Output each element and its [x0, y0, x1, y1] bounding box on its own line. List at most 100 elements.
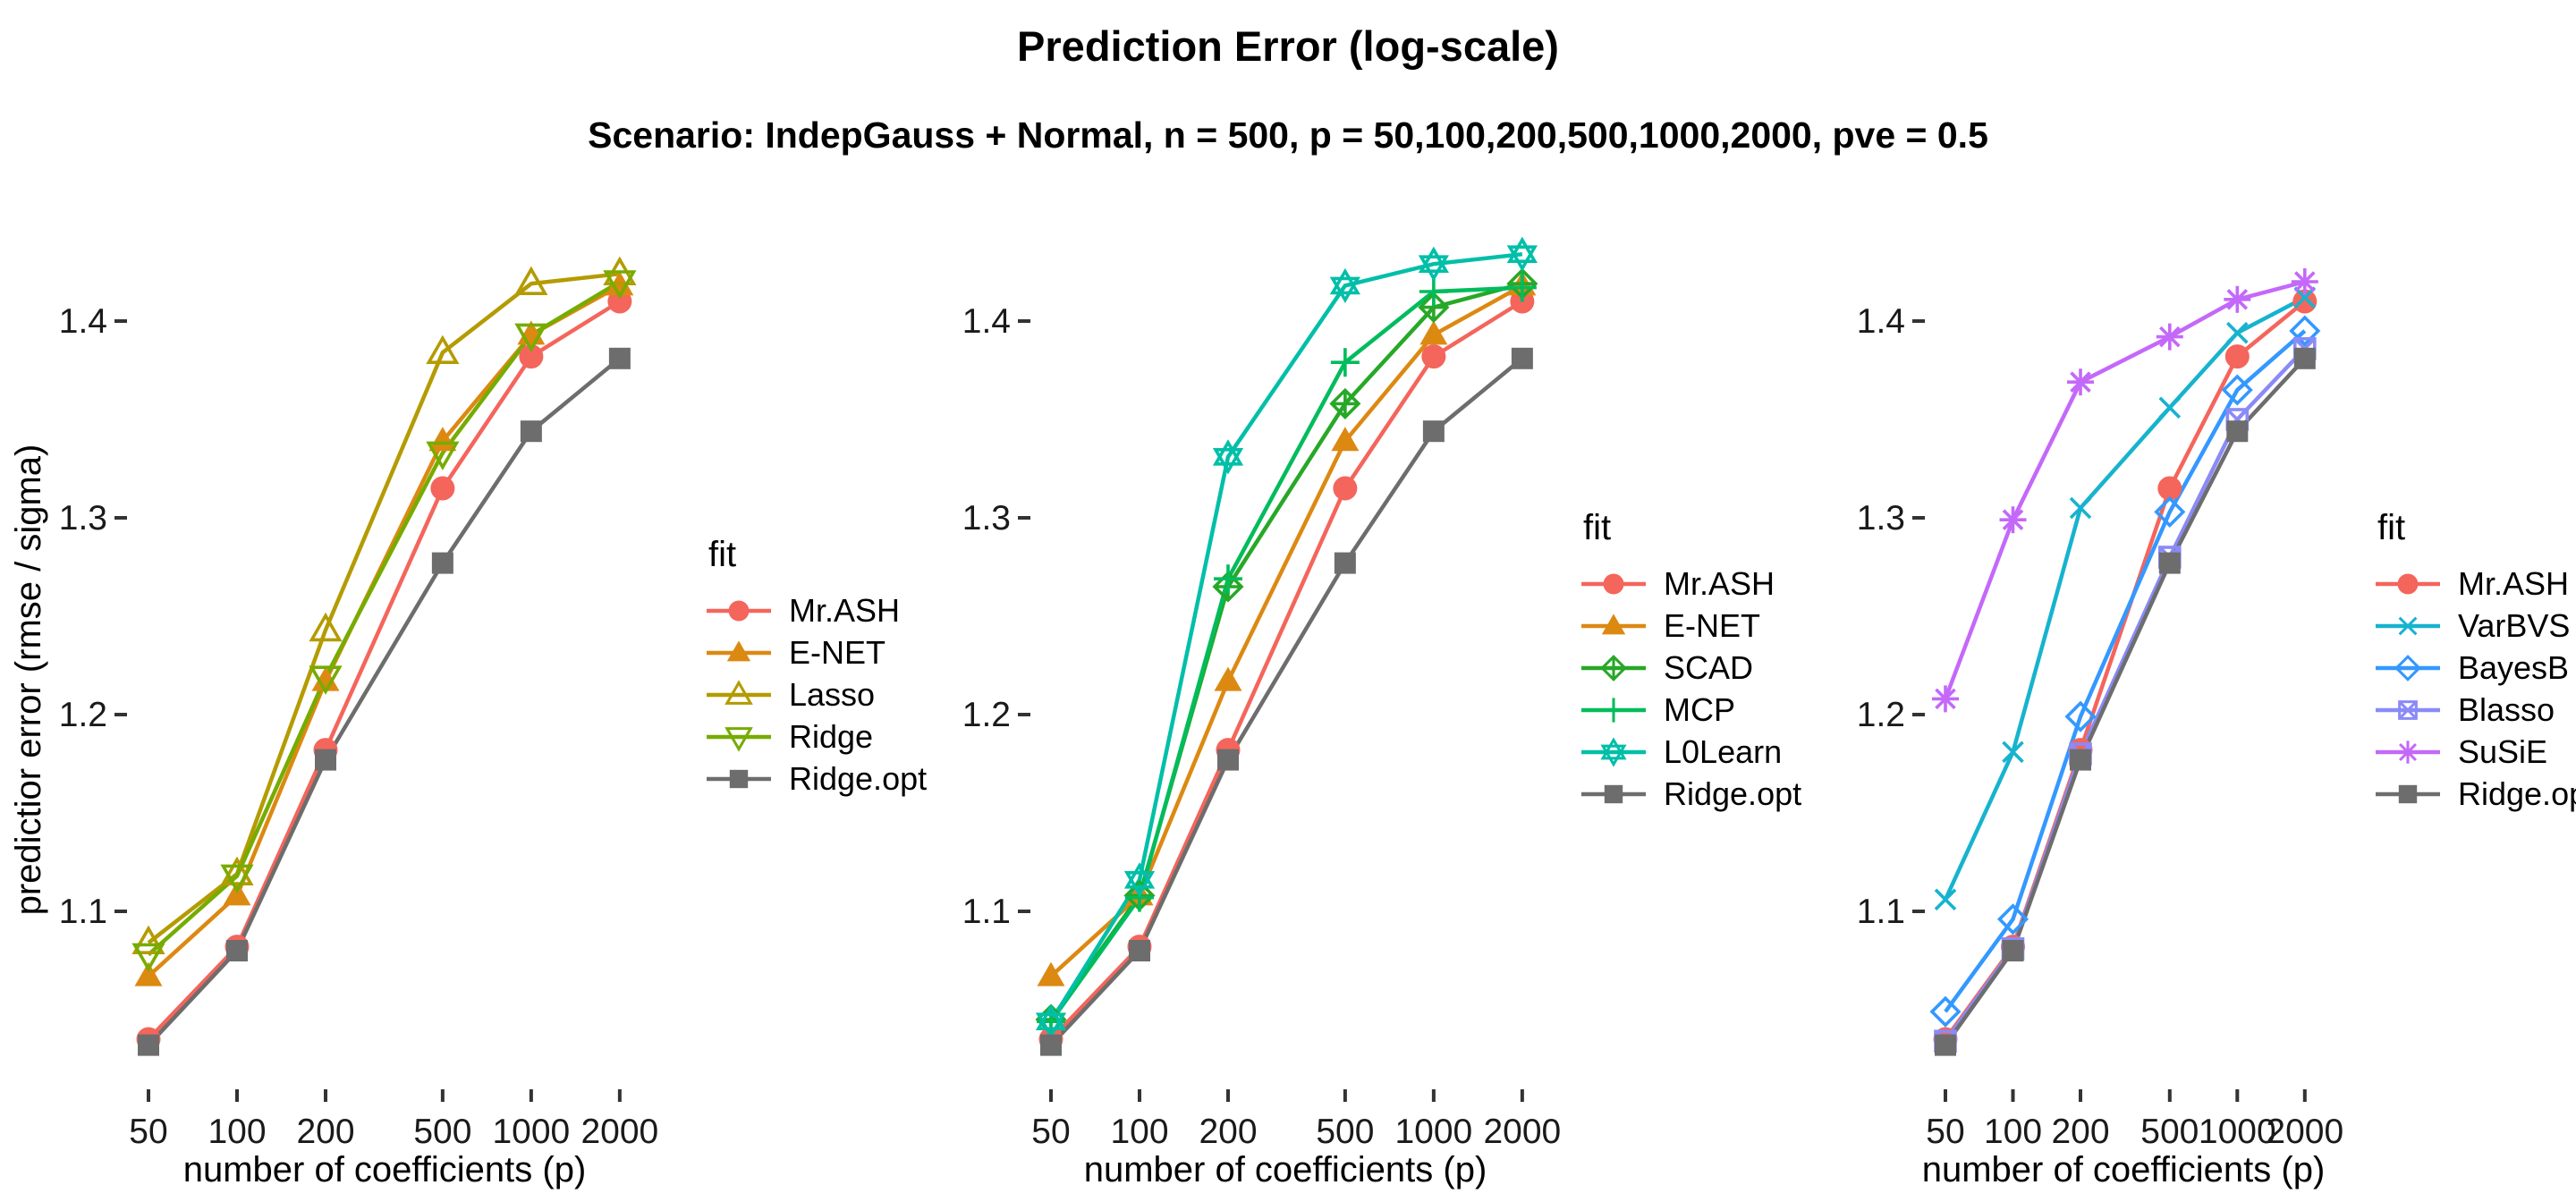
series-points-E-NET: [1037, 271, 1537, 986]
y-tick-label: 1.4: [1857, 302, 1905, 341]
legend-key-circle-icon: [2376, 573, 2440, 594]
x-tick-label: 50: [1031, 1113, 1070, 1151]
series-points-Lasso: [131, 256, 637, 954]
legend-item-SuSiE: SuSiE: [2372, 731, 2576, 773]
series-line-MCP: [1049, 285, 1522, 1023]
legend-label: BayesB: [2458, 648, 2570, 686]
series-line-Lasso: [147, 271, 621, 944]
x-tick-label: 50: [129, 1113, 167, 1151]
series-line-Ridge.opt: [147, 357, 622, 1047]
series-line-Mr.ASH: [1944, 300, 2307, 1041]
legend-items: Mr.ASH E-NET SCAD MCP L0Learn Ridge.opt: [1578, 563, 1801, 815]
y-tick-label: 1.2: [1857, 696, 1905, 734]
legend-key-triangle-icon: [707, 639, 771, 661]
legend-key-asterisk-icon: [2376, 740, 2440, 764]
legend-key-square-icon: [1581, 784, 1646, 803]
x-tick-label: 200: [1199, 1113, 1257, 1151]
legend-label: Mr.ASH: [1664, 564, 1775, 602]
legend-label: SuSiE: [2458, 732, 2548, 770]
series-line-Mr.ASH: [1049, 300, 1524, 1041]
series-points-SuSiE: [1932, 268, 2318, 713]
series-line-Ridge.opt: [1049, 357, 1524, 1047]
legend-item-Ridge.opt: Ridge.opt: [703, 758, 927, 800]
legend-item-Blasso: Blasso: [2372, 689, 2576, 731]
series-points-Mr.ASH: [1933, 289, 2318, 1052]
legend-label: Blasso: [2458, 690, 2555, 728]
y-tick-label: 1.2: [962, 696, 1011, 734]
legend-key-plus-icon: [1581, 697, 1646, 723]
y-tick-label: 1.1: [1857, 893, 1905, 931]
legend-key-triangle-open-icon: [707, 679, 771, 705]
legend-key-square-icon: [2376, 784, 2440, 803]
legend-item-MCP: MCP: [1578, 689, 1801, 731]
series-line-E-NET: [147, 284, 621, 978]
series-points-Mr.ASH: [136, 289, 632, 1052]
y-tick-label: 1.4: [59, 302, 107, 341]
series-points-Ridge.opt: [1040, 347, 1533, 1056]
legend-item-E-NET: E-NET: [1578, 605, 1801, 647]
series-points-Ridge.opt: [1935, 347, 2316, 1056]
series-line-E-NET: [1049, 284, 1523, 978]
legend-item-Mr.ASH: Mr.ASH: [1578, 563, 1801, 605]
legend-label: Lasso: [789, 675, 876, 713]
legend-item-BayesB: BayesB: [2372, 647, 2576, 689]
legend-label: Mr.ASH: [789, 591, 901, 629]
legend-title: fit: [708, 535, 737, 574]
series-line-BayesB: [1944, 329, 2307, 1013]
legend-key-diamond-plus-icon: [1581, 654, 1646, 681]
legend-panel-3: fit Mr.ASH VarBVS BayesB Blasso SuSiE Ridge.o…: [2372, 508, 2576, 815]
y-tick-label: 1.1: [59, 893, 107, 931]
series-line-SuSiE: [1943, 279, 2306, 700]
legend-panel-1: fit Mr.ASH E-NET Lasso Ridge Ridge.opt: [703, 535, 927, 800]
legend-item-SCAD: SCAD: [1578, 647, 1801, 689]
x-tick-label: 100: [1984, 1113, 2042, 1151]
legend-key-square-x-icon: [2376, 699, 2440, 720]
legend-key-circle-icon: [707, 600, 771, 621]
legend-items: Mr.ASH VarBVS BayesB Blasso SuSiE Ridge.opt: [2372, 563, 2576, 815]
legend-item-VarBVS: VarBVS: [2372, 605, 2576, 647]
figure-title: Prediction Error (log-scale): [1017, 22, 1559, 70]
legend-item-Lasso: Lasso: [703, 673, 927, 715]
legend-items: Mr.ASH E-NET Lasso Ridge Ridge.opt: [703, 589, 927, 800]
legend-title: fit: [2377, 508, 2406, 547]
y-tick-label: 1.4: [962, 302, 1011, 341]
x-tick-label: 1000: [1394, 1113, 1472, 1151]
legend-item-Ridge: Ridge: [703, 715, 927, 758]
y-tick-label: 1.3: [962, 499, 1011, 538]
legend-key-star6-icon: [1581, 736, 1646, 767]
x-tick-label: 200: [2051, 1113, 2109, 1151]
legend-label: Ridge.opt: [789, 759, 928, 797]
legend-label: Ridge.opt: [1664, 775, 1802, 812]
y-tick-label: 1.3: [59, 499, 107, 538]
legend-label: Ridge.opt: [2458, 775, 2576, 812]
x-tick-label: 2000: [580, 1113, 658, 1151]
series-points-L0Learn: [1035, 236, 1538, 1039]
y-axis-title: predictior error (rmse / sigma): [9, 444, 48, 916]
series-line-Ridge.opt: [1944, 357, 2307, 1046]
x-tick-label: 200: [296, 1113, 354, 1151]
series-points-Ridge.opt: [138, 347, 631, 1056]
x-tick-label: 2000: [2266, 1113, 2343, 1151]
legend-key-diamond-open-icon: [2376, 654, 2440, 681]
y-tick-label: 1.1: [962, 893, 1011, 931]
legend-key-triangle-icon: [1581, 613, 1646, 634]
legend-item-Mr.ASH: Mr.ASH: [2372, 563, 2576, 605]
series-points-MCP: [1037, 273, 1537, 1037]
x-tick-label: 500: [1316, 1113, 1374, 1151]
x-tick-label: 500: [2140, 1113, 2199, 1151]
legend-title: fit: [1583, 508, 1612, 547]
legend-item-Ridge.opt: Ridge.opt: [1578, 773, 1801, 815]
legend-label: SCAD: [1664, 648, 1754, 686]
series-line-VarBVS: [1943, 295, 2306, 901]
x-tick-label: 1000: [492, 1113, 570, 1151]
legend-label: L0Learn: [1664, 732, 1783, 770]
legend-label: E-NET: [1664, 606, 1760, 644]
series-line-Mr.ASH: [147, 300, 622, 1041]
x-tick-label: 2000: [1483, 1113, 1561, 1151]
x-axis-title: number of coefficients (p): [182, 1150, 587, 1189]
x-tick-label: 100: [1110, 1113, 1168, 1151]
x-tick-label: 100: [208, 1113, 266, 1151]
series-points-E-NET: [134, 271, 634, 986]
